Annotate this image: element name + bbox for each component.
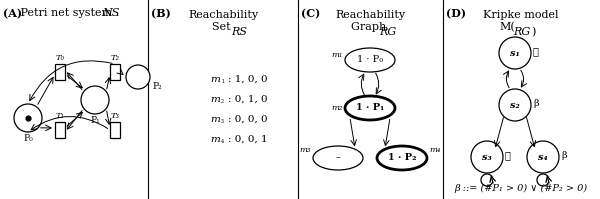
Circle shape <box>499 89 531 121</box>
Ellipse shape <box>313 146 363 170</box>
Text: β: β <box>533 100 539 108</box>
Bar <box>110 64 120 80</box>
Text: RG: RG <box>379 27 397 37</box>
Bar <box>55 64 65 80</box>
Text: ): ) <box>531 27 535 37</box>
Circle shape <box>14 104 42 132</box>
Circle shape <box>527 141 559 173</box>
Text: M(: M( <box>484 10 530 32</box>
Text: m₄: m₄ <box>429 146 440 154</box>
Text: : 0, 0, 1: : 0, 0, 1 <box>228 135 268 144</box>
Text: P₂: P₂ <box>152 82 162 91</box>
Text: ₃: ₃ <box>221 117 224 125</box>
Text: s₃: s₃ <box>482 152 492 162</box>
Text: ₂: ₂ <box>221 97 224 105</box>
Text: s₂: s₂ <box>510 100 520 109</box>
Bar <box>55 122 65 138</box>
Text: Reachability
Graph: Reachability Graph <box>335 10 405 32</box>
Text: m: m <box>210 115 220 124</box>
Text: P₀: P₀ <box>23 134 33 143</box>
Text: 1 · P₀: 1 · P₀ <box>357 56 383 64</box>
Text: : 1, 0, 0: : 1, 0, 0 <box>228 75 268 84</box>
Text: m₂: m₂ <box>332 104 343 112</box>
Text: Petri net system: Petri net system <box>17 8 116 18</box>
Circle shape <box>126 65 150 89</box>
Text: β ::= (#P₁ > 0) ∨ (#P₂ > 0): β ::= (#P₁ > 0) ∨ (#P₂ > 0) <box>454 184 587 193</box>
Text: s₄: s₄ <box>538 152 548 162</box>
Text: ₁: ₁ <box>221 77 224 85</box>
Circle shape <box>81 86 109 114</box>
Text: –: – <box>335 153 340 163</box>
Circle shape <box>499 37 531 69</box>
Text: ∅: ∅ <box>505 151 511 161</box>
Text: β: β <box>561 151 566 161</box>
Text: T₀: T₀ <box>56 54 65 62</box>
Text: T₃: T₃ <box>110 112 119 120</box>
Circle shape <box>471 141 503 173</box>
Text: P₁: P₁ <box>90 116 100 125</box>
Text: m₃: m₃ <box>299 146 311 154</box>
Text: T₁: T₁ <box>56 112 65 120</box>
Ellipse shape <box>345 48 395 72</box>
Ellipse shape <box>345 96 395 120</box>
Text: (A): (A) <box>3 8 22 19</box>
Text: 1 · P₁: 1 · P₁ <box>356 103 384 112</box>
Text: m: m <box>210 75 220 84</box>
Text: T₂: T₂ <box>110 54 119 62</box>
Text: m: m <box>210 135 220 144</box>
Text: : 0, 1, 0: : 0, 1, 0 <box>228 95 268 104</box>
Text: m₁: m₁ <box>332 51 343 59</box>
Text: (D): (D) <box>446 8 466 19</box>
Text: Kripke model: Kripke model <box>483 10 559 32</box>
Text: (B): (B) <box>151 8 171 19</box>
Text: Reachability
Set: Reachability Set <box>188 10 258 32</box>
Text: RS: RS <box>231 27 247 37</box>
Text: NS: NS <box>102 8 119 18</box>
Text: (C): (C) <box>301 8 320 19</box>
Text: 1 · P₂: 1 · P₂ <box>388 153 416 163</box>
Text: .: . <box>116 8 119 18</box>
Text: s₁: s₁ <box>510 49 520 58</box>
Ellipse shape <box>377 146 427 170</box>
Text: RG: RG <box>514 27 530 37</box>
Bar <box>110 122 120 138</box>
Text: : 0, 0, 0: : 0, 0, 0 <box>228 115 268 124</box>
Text: ₄: ₄ <box>221 137 224 145</box>
Text: ∅: ∅ <box>533 48 539 57</box>
Text: m: m <box>210 95 220 104</box>
